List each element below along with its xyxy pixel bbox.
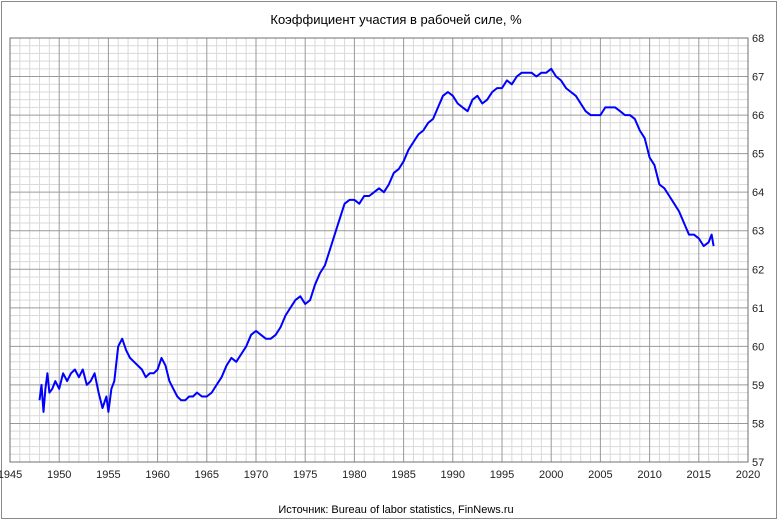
y-tick-label: 67 [752,72,764,84]
chart-title: Коэффициент участия в рабочей силе, % [270,12,522,27]
y-tick-label: 61 [752,303,764,315]
x-axis: 1945 1950 1955 1960 1965 1970 1975 1980 1985 1990… [0,469,760,481]
major-grid [10,38,748,462]
x-tick-label: 1955 [96,469,120,481]
x-tick-label: 1980 [342,469,366,481]
x-tick-label: 2005 [588,469,612,481]
x-tick-label: 1960 [145,469,169,481]
x-tick-label: 1975 [293,469,317,481]
y-axis: 57 58 59 60 61 62 63 64 65 66 67 68 [752,33,764,469]
y-tick-label: 58 [752,418,764,430]
y-tick-label: 66 [752,110,764,122]
x-tick-label: 1985 [391,469,415,481]
y-tick-label: 63 [752,226,764,238]
y-tick-label: 59 [752,380,764,392]
x-tick-label: 1950 [47,469,71,481]
x-tick-label: 1965 [195,469,219,481]
y-tick-label: 64 [752,187,764,199]
x-tick-label: 1970 [244,469,268,481]
x-tick-label: 2010 [637,469,661,481]
x-tick-label: 1945 [0,469,22,481]
x-tick-label: 2015 [687,469,711,481]
y-tick-label: 60 [752,341,764,353]
source-note: Источник: Bureau of labor statistics, Fi… [278,504,513,516]
series-line-participation-rate [38,67,715,413]
x-tick-label: 1995 [490,469,514,481]
y-tick-label: 68 [752,33,764,45]
y-tick-label: 65 [752,149,764,161]
x-tick-label: 1990 [441,469,465,481]
x-tick-label: 2000 [539,469,563,481]
y-tick-label: 57 [752,457,764,469]
minor-grid [10,38,748,462]
plot-area [9,37,749,463]
x-tick-label: 2020 [736,469,760,481]
y-tick-label: 62 [752,264,764,276]
